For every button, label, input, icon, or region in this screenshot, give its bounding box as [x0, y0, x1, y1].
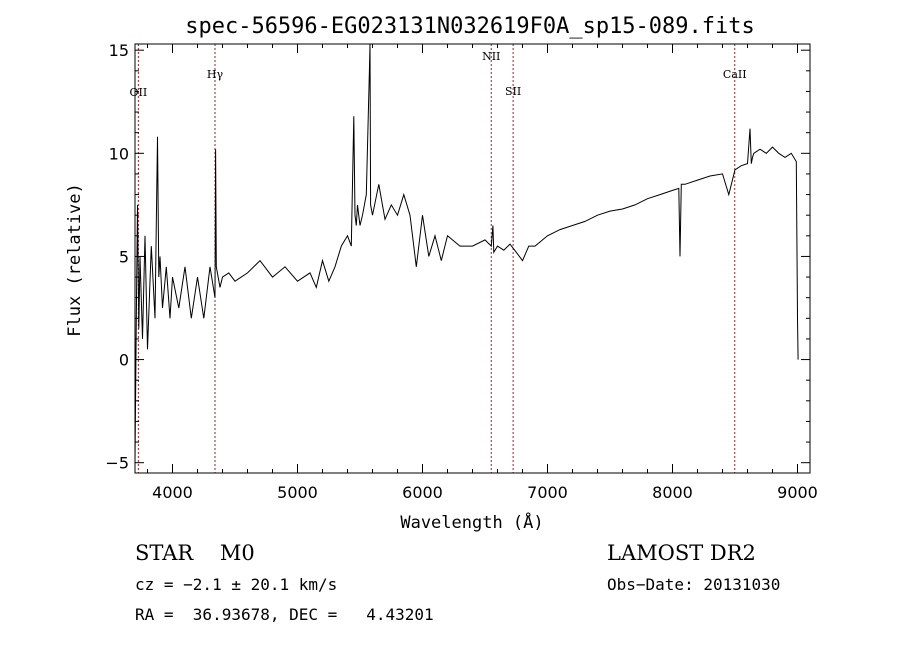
line-marker-label: SII: [505, 85, 521, 98]
line-marker-label: Hγ: [207, 68, 224, 81]
y-tick-label: 5: [119, 247, 129, 266]
obs-date-text: Obs−Date: 20131030: [607, 575, 781, 594]
x-tick-label: 6000: [402, 483, 443, 502]
y-tick-label: 15: [109, 41, 129, 60]
x-tick-label: 9000: [777, 483, 818, 502]
radec-text: RA = 36.93678, DEC = 4.43201: [135, 605, 434, 624]
plot-frame: [134, 43, 811, 474]
line-marker-label: OII: [130, 86, 148, 99]
y-tick-label: 0: [119, 351, 129, 370]
y-axis-label: Flux (relative): [65, 183, 85, 337]
x-axis-label: Wavelength (Å): [400, 511, 543, 533]
y-axis-ticks: −5 0 5 10 15: [105, 41, 810, 473]
object-class: STAR M0: [135, 541, 255, 565]
x-tick-label: 8000: [652, 483, 693, 502]
x-tick-label: 4000: [152, 483, 193, 502]
line-markers: OII Hγ NII SII CaII: [130, 44, 747, 473]
chart-title: spec-56596-EG023131N032619F0A_sp15-089.f…: [185, 14, 755, 39]
line-marker-label: CaII: [723, 68, 747, 81]
spectrum-line: [134, 43, 799, 463]
x-tick-label: 5000: [277, 483, 318, 502]
redshift-text: cz = −2.1 ± 20.1 km/s: [135, 575, 338, 594]
x-axis-ticks: 4000 5000 6000 7000 8000 9000: [147, 44, 818, 502]
y-tick-label: 10: [109, 144, 129, 163]
survey-name: LAMOST DR2: [607, 541, 756, 565]
line-marker-label: NII: [482, 50, 500, 63]
y-tick-label: −5: [105, 454, 129, 473]
x-tick-label: 7000: [527, 483, 568, 502]
